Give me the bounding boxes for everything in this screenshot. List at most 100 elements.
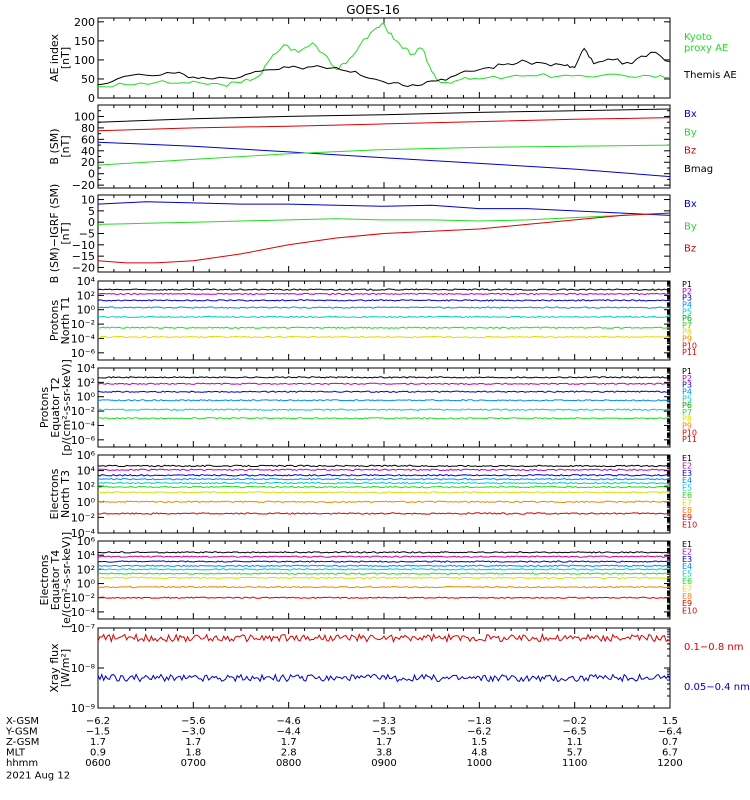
xray-frame [97,627,671,709]
protons_t2-series-3 [97,399,671,402]
protons_t2-series-2 [97,390,671,393]
electrons_t3-series-8 [97,512,671,515]
y-tick-label: 10⁻⁷ [71,622,95,635]
y-axis-label: Equator T2 [49,377,62,437]
x-row-value: 5.7 [567,748,583,759]
y-tick-label: 0 [88,168,95,181]
legend-p5: P5 [682,394,692,403]
legend-e5: E5 [682,484,692,493]
electrons_t3-series-1 [97,468,671,472]
y-tick-label: −5 [79,228,95,241]
electrons_t3-series-3 [97,477,671,481]
series-label: Kyoto [684,32,712,43]
electrons_t3-series-2 [97,474,670,477]
x-row-value: 0700 [181,758,206,769]
bsmigrf-series-0 [97,201,671,216]
electrons_t4-series-0 [97,551,671,554]
x-row-value: 0900 [371,758,396,769]
x-row-value: 1.5 [471,737,487,748]
y-tick-label: 10⁶ [77,449,96,462]
x-date-label: 2021 Aug 12 [6,771,70,782]
protons_t1-series-6 [97,335,671,339]
legend-e1: E1 [682,540,692,549]
protons_t2-series-4 [97,408,671,411]
y-axis-label: Electrons [48,468,61,519]
y-tick-label: −20 [72,261,95,274]
y-tick-label: 80 [81,122,95,135]
y-tick-label: 10² [77,480,95,493]
ae-frame [97,17,671,99]
y-axis-label: B (SM) [48,128,61,164]
protons_t1-series-5 [97,326,671,329]
x-row-label: MLT [6,748,26,759]
x-row-value: 1.5 [662,716,678,727]
y-axis-label: Equator T4 [49,550,62,610]
y-axis-label: [e/(cm²-s-sr-keV)] [60,532,73,628]
x-row-value: −6.2 [86,716,110,727]
x-row-value: 2.8 [281,748,297,759]
x-row-value: −1.8 [467,716,491,727]
series-label: Bz [684,244,696,255]
protons_t2-series-5 [97,417,671,420]
x-row-value: 0.7 [662,737,678,748]
x-row-value: 0.9 [90,748,106,759]
bsm-series-1 [97,144,671,166]
y-axis-label: Protons [38,387,51,428]
xray-series-0 [97,632,671,644]
y-tick-label: −10 [72,239,95,252]
protons_t1-series-4 [97,315,671,319]
x-row-value: 4.8 [471,748,487,759]
y-tick-label: 5 [88,205,95,218]
protons_t2-frame [97,367,671,448]
electrons_t4-series-4 [97,568,671,571]
x-row-value: −6.5 [563,727,587,738]
y-tick-label: 10⁴ [77,465,96,478]
y-tick-label: −15 [72,250,95,263]
x-row-value: 1.7 [281,737,297,748]
electrons_t4-series-2 [97,560,671,563]
y-tick-label: −20 [72,179,95,192]
x-row-value: 0600 [85,758,110,769]
x-row-label: hhmm [6,758,38,769]
y-tick-label: 10⁻⁴ [71,527,96,540]
x-row-value: −6.2 [467,727,491,738]
legend-p4: P4 [682,300,692,309]
series-label: Themis AE [683,70,737,81]
bsm-series-3 [97,108,671,123]
legend-e7: E7 [682,584,692,593]
bsm-series-2 [97,117,671,132]
protons_t1-series-1 [97,292,671,296]
protons_t1-series-2 [97,299,671,302]
series-label: 0.05−0.4 nm [684,682,750,693]
legend-e10: E10 [682,521,697,530]
legend-p3: P3 [682,294,692,303]
electrons_t3-series-6 [97,491,671,494]
legend-p1: P1 [682,367,692,376]
y-axis-label: AE index [48,33,61,82]
legend-p11: P11 [682,435,697,444]
y-tick-label: 10⁴ [77,362,96,375]
x-row-value: 6.7 [662,748,678,759]
y-axis-label: Electrons [38,554,51,605]
electrons_t3-series-4 [97,481,671,485]
legend-e10: E10 [682,607,697,616]
y-tick-label: 10 [81,194,95,207]
y-tick-label: 0 [88,92,95,105]
y-tick-label: 200 [74,16,95,29]
x-row-value: 1.7 [376,737,392,748]
legend-e1: E1 [682,454,692,463]
y-tick-label: 100 [74,54,95,67]
electrons_t4-series-5 [97,572,671,575]
legend-p8: P8 [682,415,692,424]
y-tick-label: 60 [81,133,95,146]
y-tick-label: 10² [77,376,95,389]
legend-e9: E9 [682,513,692,522]
bsm-series-0 [97,141,671,178]
x-row-value: −5.5 [372,727,396,738]
